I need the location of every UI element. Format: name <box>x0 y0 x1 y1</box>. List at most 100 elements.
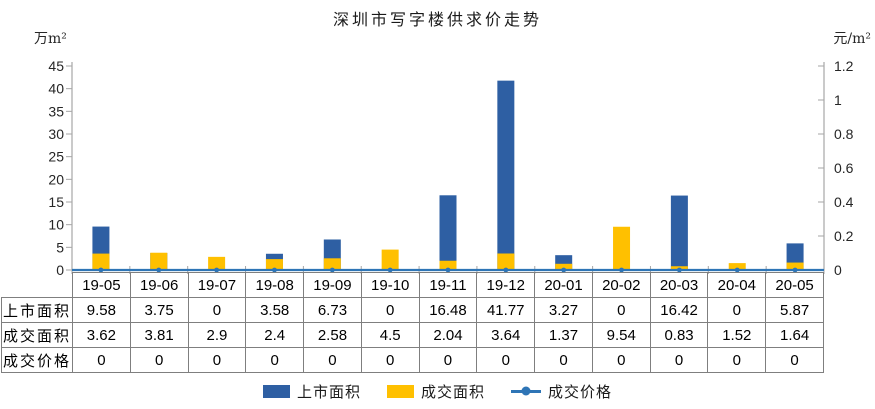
table-value-cell: 3.58 <box>245 297 305 323</box>
listed-area-bar <box>439 195 457 270</box>
table-value-cell: 0 <box>72 347 131 373</box>
price-line-point <box>387 267 393 273</box>
table-value-cell: 3.27 <box>534 297 593 323</box>
right-axis-tick-label: 0.8 <box>834 126 854 142</box>
price-line-point <box>329 267 335 273</box>
price-line-point <box>792 267 798 273</box>
table-value-cell: 0 <box>534 347 593 373</box>
price-line-point <box>734 267 740 273</box>
table-value-cell: 6.73 <box>303 297 362 323</box>
price-line-point <box>561 267 567 273</box>
category-header-cell: 19-09 <box>303 272 362 298</box>
table-value-cell: 0 <box>360 297 420 323</box>
legend-item-price: 成交价格 <box>511 381 612 402</box>
table-value-cell: 0 <box>245 347 305 373</box>
table-value-cell: 16.48 <box>418 297 478 323</box>
series-row-label: 成交价格 <box>1 347 73 373</box>
table-value-cell: 3.64 <box>476 322 536 348</box>
category-header-cell: 20-05 <box>765 272 824 298</box>
sold-area-bar <box>728 263 746 270</box>
table-value-cell: 0 <box>591 297 651 323</box>
table-value-cell: 0 <box>360 347 420 373</box>
category-header-cell: 19-06 <box>129 272 189 298</box>
left-axis-tick-label: 0 <box>56 262 64 278</box>
price-line-point <box>676 267 682 273</box>
table-value-cell: 0 <box>303 347 362 373</box>
category-header-cell: 19-11 <box>418 272 478 298</box>
left-axis-tick-label: 30 <box>48 126 64 142</box>
table-value-cell: 9.58 <box>72 297 131 323</box>
series-row-label: 成交面积 <box>1 322 73 348</box>
table-corner-blank <box>2 273 73 298</box>
left-axis-tick-label: 40 <box>48 81 64 97</box>
sold-area-bar <box>497 253 515 270</box>
price-line-point <box>98 267 104 273</box>
table-value-cell: 0 <box>187 297 247 323</box>
left-axis-unit-label: 万m² <box>34 31 67 47</box>
category-header-cell: 19-05 <box>72 272 131 298</box>
table-value-cell: 5.87 <box>765 297 824 323</box>
table-value-cell: 16.42 <box>649 297 709 323</box>
legend-label-listed-area: 上市面积 <box>296 382 361 401</box>
sold-area-bar <box>208 256 226 270</box>
price-line-point <box>503 267 509 273</box>
table-value-cell: 0 <box>418 347 478 373</box>
price-line-point <box>272 267 277 273</box>
table-value-cell: 3.75 <box>129 297 189 323</box>
table-value-cell: 1.52 <box>707 322 767 348</box>
legend-item-listed-area: 上市面积 <box>262 381 361 402</box>
table-value-cell: 1.64 <box>765 322 824 348</box>
category-header-cell: 19-12 <box>476 272 536 298</box>
right-axis-tick-label: 0 <box>834 262 842 278</box>
sold-area-swatch-icon <box>386 384 414 398</box>
price-line-marker-icon <box>511 386 541 396</box>
left-axis-tick-label: 45 <box>48 58 64 74</box>
legend-label-sold-area: 成交面积 <box>420 382 485 401</box>
table-value-cell: 4.5 <box>360 322 420 348</box>
right-axis-tick-label: 0.6 <box>834 160 854 176</box>
table-value-cell: 2.04 <box>418 322 478 348</box>
sold-area-bar <box>92 253 110 270</box>
legend-label-price: 成交价格 <box>548 382 613 401</box>
table-row: 成交价格 0 0 0 0 0 0 0 0 0 0 0 0 0 <box>1 347 824 373</box>
listed-area-bar <box>670 195 688 270</box>
listed-area-bar <box>497 80 515 270</box>
legend-item-sold-area: 成交面积 <box>386 381 485 402</box>
data-table: 19-05 19-06 19-07 19-08 19-09 19-10 19-11 19-12… <box>1 272 824 373</box>
left-axis-tick-label: 20 <box>48 171 64 187</box>
right-axis-tick-label: 1 <box>834 92 842 108</box>
category-header-cell: 20-01 <box>534 272 593 298</box>
sold-area-bar <box>613 226 631 270</box>
price-line-point <box>214 267 220 273</box>
table-value-cell: 3.81 <box>129 322 189 348</box>
left-axis-tick-label: 10 <box>48 217 64 233</box>
right-axis-tick-label: 0.4 <box>834 194 854 210</box>
table-value-cell: 2.4 <box>245 322 305 348</box>
table-header-row: 19-05 19-06 19-07 19-08 19-09 19-10 19-11 19-12… <box>2 272 824 298</box>
table-value-cell: 0 <box>187 347 247 373</box>
sold-area-bar <box>555 263 573 270</box>
left-axis-tick-label: 5 <box>56 239 64 255</box>
right-axis-tick-label: 0.2 <box>834 228 854 244</box>
price-line-point <box>445 267 451 273</box>
table-value-cell: 0 <box>649 347 709 373</box>
sold-area-bar <box>786 262 804 270</box>
category-header-cell: 19-08 <box>245 272 305 298</box>
table-value-cell: 2.9 <box>187 322 247 348</box>
legend: 上市面积 成交面积 成交价格 <box>0 381 875 401</box>
table-value-cell: 0 <box>765 347 824 373</box>
chart-title: 深圳市写字楼供求价走势 <box>332 10 542 29</box>
table-value-cell: 2.58 <box>303 322 362 348</box>
table-value-cell: 0 <box>476 347 536 373</box>
table-value-cell: 0 <box>707 347 767 373</box>
sold-area-bar <box>323 258 341 270</box>
table-value-cell: 0 <box>591 347 651 373</box>
left-axis-tick-label: 35 <box>48 103 64 119</box>
right-axis-tick-label: 1.2 <box>834 58 854 74</box>
table-row: 成交面积 3.62 3.81 2.9 2.4 2.58 4.5 2.04 3.64 1.37 9.5… <box>1 322 824 348</box>
table-value-cell: 41.77 <box>476 297 536 323</box>
category-header-cell: 19-10 <box>360 272 420 298</box>
category-header-cell: 20-03 <box>649 272 709 298</box>
